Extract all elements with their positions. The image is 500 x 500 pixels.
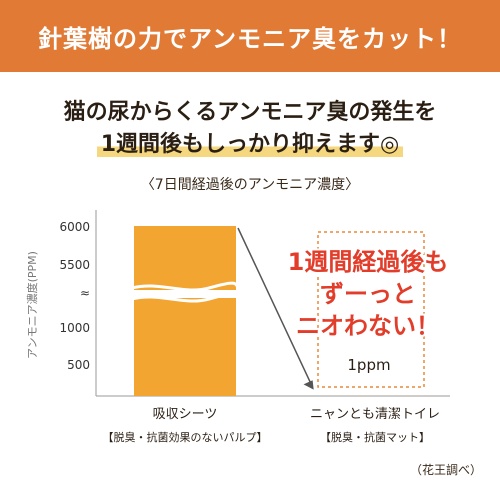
comparison-dashed-box [317,231,425,388]
headline-line-2: 1週間後もしっかり抑えます◎ [0,126,500,158]
axis-break-wave-top [131,281,240,292]
chart-title: 〈7日間経過後のアンモニア濃度〉 [140,177,360,193]
y-tick-label: 1000 [59,321,90,335]
headline-line-2-text: 1週間後もしっかり抑えます◎ [96,132,404,157]
comparison-arrow-line [237,227,313,387]
y-axis-break-symbol: ≈ [80,286,90,300]
banner-text: 針葉樹の力でアンモニア臭をカット！ [37,24,463,53]
category-note: 【脱臭・抗菌マット】 [320,430,430,444]
bar-2-value-label: 1ppm [347,356,390,374]
category-note: 【脱臭・抗菌効果のないパルプ】 [103,430,268,444]
y-tick-label: 6000 [59,220,90,234]
callout-line: ずーっと [320,280,416,308]
axis-break-wave-bottom [131,292,240,303]
source-credit: （花王調べ） [409,463,482,477]
callout-line: ニオわない！ [296,312,440,340]
callout-line: 1週間経過後も [288,248,449,276]
y-axis-label: アンモニア濃度(PPM) [25,251,39,359]
y-tick-label: 5500 [59,258,90,272]
category-label: ニャンとも清潔トイレ [310,407,440,422]
y-tick-label: 500 [67,358,90,372]
bar-1 [134,226,236,396]
comparison-arrow-head [303,380,314,390]
headline-banner: 針葉樹の力でアンモニア臭をカット！ [0,0,500,72]
headline-line-1: 猫の尿からくるアンモニア臭の発生を [63,100,437,125]
category-label: 吸収シーツ [153,407,218,422]
axis-break-gap [134,290,236,298]
bar-1-value-label: 6000ppm [149,208,221,226]
